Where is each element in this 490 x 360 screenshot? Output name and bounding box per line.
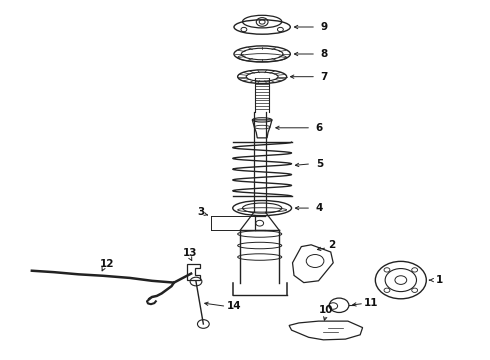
Text: 6: 6 [316, 123, 323, 133]
Text: 10: 10 [318, 305, 333, 315]
Text: 12: 12 [99, 258, 114, 269]
Text: 1: 1 [436, 275, 442, 285]
Text: 9: 9 [321, 22, 328, 32]
Text: 11: 11 [364, 298, 379, 309]
Text: 4: 4 [316, 203, 323, 213]
Text: 13: 13 [183, 248, 197, 258]
Text: 8: 8 [321, 49, 328, 59]
Text: 14: 14 [227, 301, 242, 311]
Text: 3: 3 [197, 207, 204, 217]
Text: 5: 5 [316, 159, 323, 169]
Text: 2: 2 [329, 240, 336, 250]
Text: 7: 7 [320, 72, 328, 82]
